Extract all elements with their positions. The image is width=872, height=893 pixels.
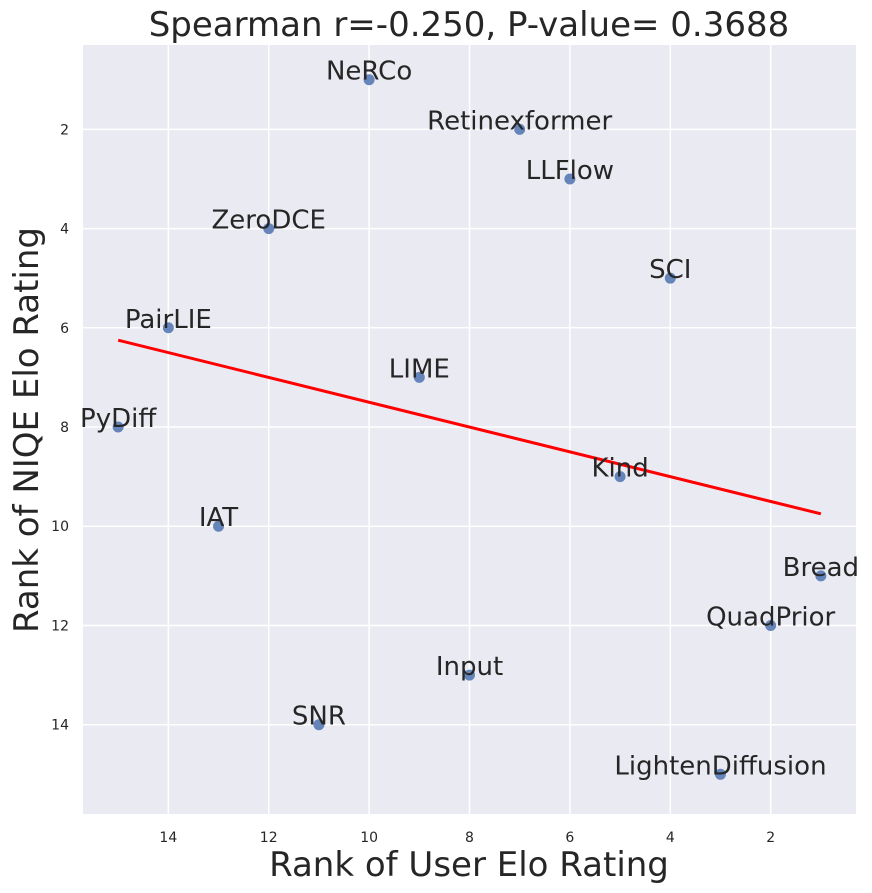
point-label: Bread bbox=[783, 553, 859, 583]
x-tick-label: 2 bbox=[766, 830, 775, 846]
y-tick-label: 4 bbox=[60, 222, 69, 238]
point-label: QuadPrior bbox=[706, 602, 835, 632]
data-point bbox=[714, 768, 726, 780]
data-point bbox=[464, 669, 475, 681]
data-point bbox=[363, 74, 375, 86]
point-label: Retinexformer bbox=[427, 106, 612, 136]
data-point bbox=[664, 272, 676, 284]
regression-line bbox=[117, 338, 822, 516]
point-label: LLFlow bbox=[526, 156, 614, 186]
point-label: PyDiff bbox=[80, 404, 157, 434]
y-tick-label: 10 bbox=[51, 519, 69, 535]
point-labels: NeRCo Retinexformer LLFlow ZeroDCE SCI PairLI… bbox=[80, 57, 859, 782]
y-tick-label: 12 bbox=[51, 618, 69, 634]
point-label: SCI bbox=[649, 255, 691, 285]
point-label: NeRCo bbox=[326, 57, 412, 87]
y-ticks: 2 4 6 8 10 12 14 bbox=[51, 122, 69, 733]
x-tick-label: 12 bbox=[260, 830, 278, 846]
y-axis-label: Rank of NIQE Elo Rating bbox=[7, 227, 47, 633]
data-point bbox=[213, 520, 225, 532]
x-axis-label: Rank of User Elo Rating bbox=[269, 845, 669, 885]
point-label: PairLIE bbox=[125, 305, 212, 335]
point-label: ZeroDCE bbox=[212, 206, 326, 236]
data-point bbox=[815, 570, 827, 582]
y-tick-label: 6 bbox=[60, 321, 69, 337]
point-label: IAT bbox=[199, 503, 238, 533]
point-label: LIME bbox=[389, 354, 450, 384]
point-label: LightenDiffusion bbox=[614, 751, 826, 781]
point-label: Input bbox=[436, 652, 503, 682]
data-point bbox=[765, 619, 777, 631]
x-tick-label: 6 bbox=[565, 830, 574, 846]
data-point bbox=[413, 371, 425, 383]
x-ticks: 14 12 10 8 6 4 2 bbox=[159, 830, 775, 846]
y-tick-label: 8 bbox=[60, 420, 69, 436]
data-point bbox=[564, 173, 576, 185]
x-tick-label: 14 bbox=[159, 830, 177, 846]
data-point bbox=[313, 719, 325, 731]
data-point bbox=[514, 123, 526, 135]
point-label: SNR bbox=[292, 702, 346, 732]
y-tick-label: 14 bbox=[51, 718, 69, 734]
x-tick-label: 4 bbox=[666, 830, 675, 846]
chart-title: Spearman r=-0.250, P-value= 0.3688 bbox=[149, 5, 790, 45]
x-tick-label: 10 bbox=[360, 830, 378, 846]
data-point bbox=[112, 421, 124, 433]
point-label: Kind bbox=[591, 454, 648, 484]
data-point bbox=[263, 223, 275, 235]
data-points bbox=[112, 74, 827, 780]
y-tick-label: 2 bbox=[60, 122, 69, 138]
data-point bbox=[614, 471, 626, 483]
x-tick-label: 8 bbox=[465, 830, 474, 846]
data-point bbox=[162, 322, 174, 334]
